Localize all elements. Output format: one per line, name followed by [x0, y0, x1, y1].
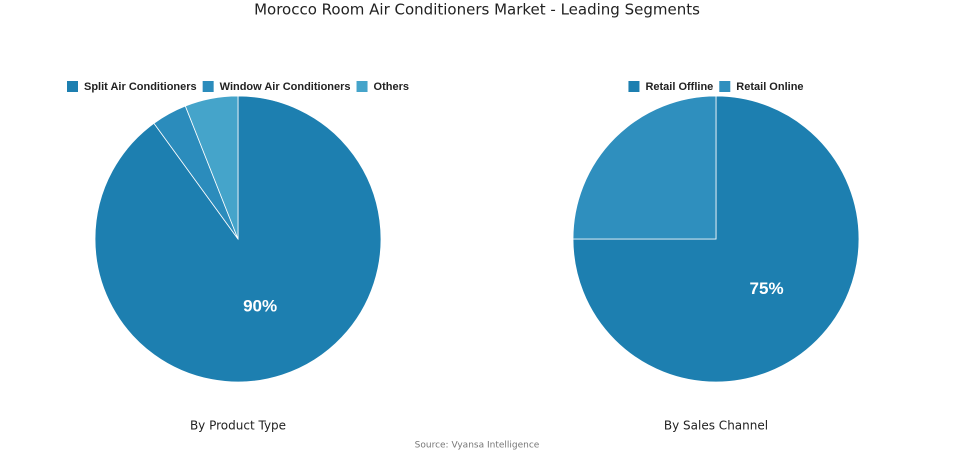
- legend-swatch: [719, 81, 731, 92]
- legend-swatch: [628, 81, 640, 92]
- legend-swatch: [202, 81, 214, 92]
- legend-swatch: [67, 81, 78, 92]
- pie-slice: [572, 95, 860, 383]
- data-label: 90%: [243, 296, 277, 315]
- pie-slice: [572, 95, 717, 240]
- legend: Split Air Conditioners Window Air Conditi…: [67, 81, 409, 93]
- chart-subtitle: By Product Type: [190, 419, 286, 433]
- legend-label: Retail Offline: [645, 81, 713, 93]
- source: Source: Vyansa Intelligence: [415, 441, 540, 451]
- legend-label: Retail Online: [736, 81, 803, 93]
- legend-label: Split Air Conditioners: [84, 81, 197, 93]
- chart-subtitle: By Sales Channel: [664, 419, 768, 433]
- page-title: Morocco Room Air Conditioners Market - L…: [254, 1, 700, 19]
- pie-slice: [184, 95, 239, 240]
- legend-label: Others: [374, 81, 409, 93]
- legend: Retail Offline Retail Online: [628, 81, 804, 93]
- legend-swatch: [356, 81, 368, 92]
- legend-label: Window Air Conditioners: [220, 81, 351, 93]
- data-label: 75%: [750, 279, 784, 298]
